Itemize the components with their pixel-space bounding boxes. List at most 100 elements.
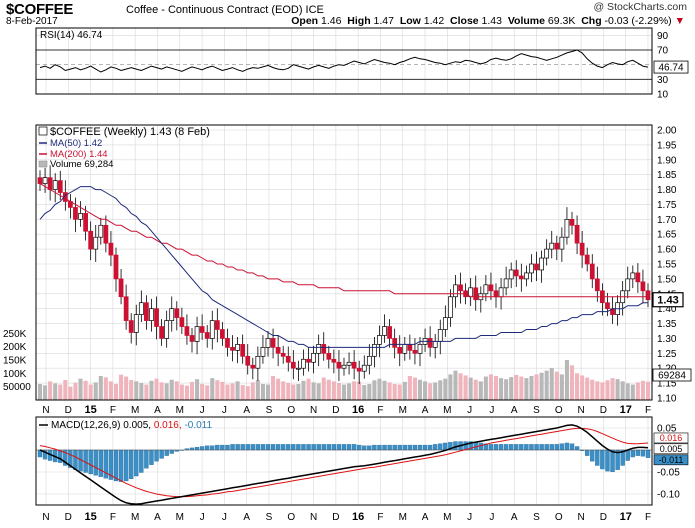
volume-bar <box>149 380 154 400</box>
candle-body <box>306 358 311 363</box>
rsi-frame <box>35 27 653 95</box>
candle-body <box>458 284 463 292</box>
month-label: S <box>266 405 273 416</box>
month-label: M <box>176 405 184 416</box>
volume-bar <box>478 381 483 400</box>
volume-bar <box>144 384 149 400</box>
macd-histogram-bar <box>321 444 326 451</box>
last-close-tag-text: 1.43 <box>657 295 678 307</box>
macd-histogram-bar <box>265 444 271 451</box>
macd-histogram-bar <box>144 449 149 469</box>
macd-histogram-bar <box>93 449 98 476</box>
month-label: N <box>577 405 584 416</box>
instrument-name: Coffee - Continuous Contract (EOD) ICE <box>126 4 324 16</box>
candle-body <box>78 213 83 220</box>
volume-bar <box>255 380 260 400</box>
macd-y-tick: 0.05 <box>657 424 677 435</box>
volume-bar <box>245 386 250 400</box>
price-legend-title: $COFFEE (Weekly) 1.43 (8 Feb) <box>50 126 210 138</box>
month-label-bottom: N <box>577 512 584 523</box>
candle-body <box>214 320 220 330</box>
macd-histogram-bar <box>372 444 377 451</box>
month-label-bottom: M <box>131 512 139 523</box>
candle-body <box>220 329 225 339</box>
volume-bar <box>189 381 195 400</box>
volume-bar <box>600 382 605 400</box>
month-label-bottom: N <box>42 512 49 523</box>
volume-bar <box>509 377 514 400</box>
candle-body <box>194 326 200 342</box>
month-label-bottom: N <box>310 512 317 523</box>
candle-body <box>275 347 281 354</box>
rsi-value-tag-text: 46.74 <box>658 63 683 74</box>
volume-bar <box>108 381 113 400</box>
volume-bar <box>225 384 230 400</box>
month-label-bottom: S <box>533 512 540 523</box>
macd-value-tag <box>653 443 689 455</box>
month-label-bottom: F <box>377 512 383 523</box>
macd-histogram-bar <box>625 449 630 461</box>
price-y-tick: 1.80 <box>657 185 677 196</box>
candle-body <box>103 224 109 244</box>
macd-histogram-bar <box>412 444 418 451</box>
macd-histogram-bar <box>357 444 362 451</box>
volume-bar <box>281 381 286 400</box>
volume-bar <box>544 370 549 400</box>
candle-body <box>255 355 261 369</box>
macd-histogram-bar <box>199 446 205 451</box>
candle-body <box>209 320 215 339</box>
volume-bar <box>488 374 493 400</box>
volume-y-tick: 250K <box>3 329 27 340</box>
macd-histogram-bar <box>488 444 494 451</box>
copyright-link[interactable]: @ StockCharts.com <box>593 1 687 13</box>
candle-body <box>594 278 600 292</box>
volume-legend: Volume 69,284 <box>50 159 113 170</box>
volume-bar <box>367 384 372 400</box>
close-label: Close <box>450 15 479 27</box>
candle-body <box>37 177 43 184</box>
chart-header: $COFFEE Coffee - Continuous Contract (EO… <box>0 0 695 27</box>
candle-body <box>488 284 494 292</box>
volume-bar <box>549 368 554 400</box>
volume-y-tick: 100K <box>3 369 27 380</box>
candle-body <box>549 242 555 250</box>
candle-body <box>529 263 534 274</box>
rsi-y-tick: 70 <box>657 46 669 57</box>
candle-body <box>605 302 610 310</box>
volume-bar <box>215 380 220 400</box>
volume-bar <box>595 381 600 400</box>
macd-histogram-bar <box>478 442 483 451</box>
rsi-line <box>39 49 649 73</box>
high-label: High <box>347 15 371 27</box>
price-y-tick: 2.00 <box>657 126 677 137</box>
macd-histogram-bar <box>544 444 549 451</box>
macd-histogram-bar <box>595 449 600 466</box>
volume-bar <box>88 384 93 400</box>
macd-histogram-bar <box>255 444 261 451</box>
volume-bar <box>483 376 488 400</box>
change-value: -0.03 (-2.29%) <box>604 15 672 27</box>
macd-histogram-bar <box>301 444 306 451</box>
month-label-bottom: A <box>154 512 161 523</box>
volume-bar <box>605 380 610 400</box>
macd-histogram-bar <box>549 444 554 451</box>
volume-tag <box>652 368 692 382</box>
macd-histogram-bar <box>407 444 413 451</box>
macd-histogram-bar <box>118 449 124 482</box>
macd-histogram-bar <box>422 444 428 451</box>
candle-body <box>539 257 544 271</box>
macd-value-tag-text: 0.005 <box>660 444 683 454</box>
volume-bar <box>68 386 73 400</box>
macd-histogram-bar <box>311 444 316 451</box>
macd-histogram-bar <box>640 449 646 457</box>
volume-bar <box>93 382 98 400</box>
month-label: 15 <box>84 404 96 416</box>
candle-body <box>47 177 53 190</box>
price-y-tick: 1.25 <box>657 349 677 360</box>
macd-histogram-bar <box>270 444 276 451</box>
macd-histogram-bar <box>610 449 615 472</box>
macd-histogram-bar <box>377 444 382 451</box>
volume-bar <box>119 374 124 400</box>
macd-histogram-bar <box>316 444 321 451</box>
